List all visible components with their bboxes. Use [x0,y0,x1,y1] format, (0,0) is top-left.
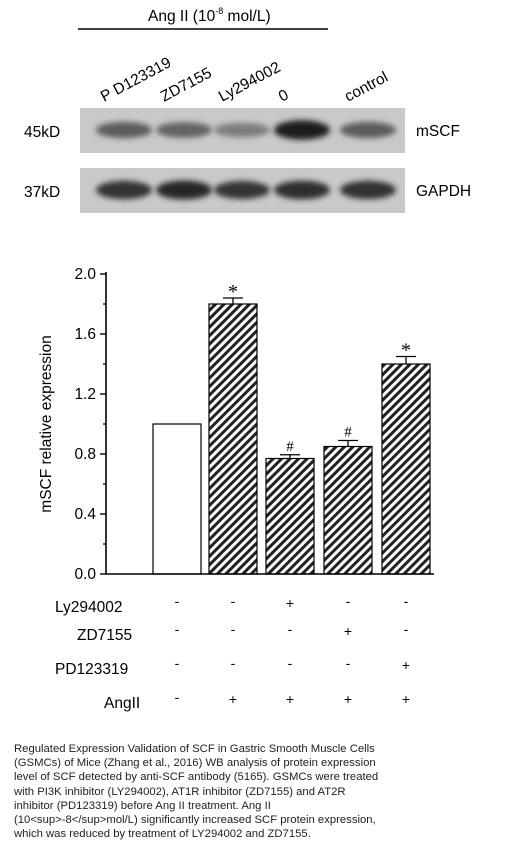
bar-4: # [323,425,373,575]
y-tick-label: 1.2 [74,386,96,403]
treatment-sign: - [175,621,180,637]
blot-band [96,121,152,139]
protein-label: GAPDH [416,183,471,200]
y-tick-label: 2.0 [74,266,96,283]
treatment-sign: - [288,621,293,637]
protein-label: mSCF [416,123,460,140]
bar-1 [152,423,202,575]
y-axis-label: mSCF relative expression [38,335,55,512]
treatment-sign: - [346,593,351,609]
treatment-row: AngII - + + + + [104,689,410,712]
blot-band [340,180,396,200]
treatment-sign: - [175,689,180,705]
treatment-sign: - [346,655,351,671]
y-tick-label: 0.0 [74,566,96,583]
y-tick-label: 0.8 [74,446,96,463]
treatment-row: ZD7155 - - - + - [77,621,409,644]
bar [323,445,373,575]
treatment-sign: + [286,691,294,707]
treatment-sign: - [231,593,236,609]
blot-band [96,180,152,200]
bar [381,363,431,575]
lane-label: control [342,69,391,106]
treatment-sign: + [402,657,410,673]
treatment-row: PD123319 - - - - + [55,655,410,678]
blot-row-mscf: 45kD mSCF [24,108,460,153]
bar-chart: mSCF relative expression 0.0 0.4 0.8 1.2 1.6… [38,266,434,712]
y-axis-ticks: 0.0 0.4 0.8 1.2 1.6 2.0 [74,266,106,583]
treatment-sign: - [175,593,180,609]
blot-band [340,121,396,139]
bar-3: # [265,439,315,575]
treatment-title: Ang II (10-8 mol/L) [148,6,271,25]
treatment-row: Ly294002 - - + - - [55,593,409,616]
blot-band [214,122,270,138]
bar [265,457,315,575]
treatment-sign: - [404,621,409,637]
blot-band [156,180,212,200]
treatment-sign: - [231,655,236,671]
bars: * # # * [152,281,431,575]
bar [208,303,258,575]
blot-band [274,120,330,140]
marker-label: 37kD [24,184,60,201]
treatment-sign: - [175,655,180,671]
blot-band [156,122,212,138]
bar-2: * [208,281,258,575]
significance-label: # [344,425,352,441]
treatment-label: ZD7155 [77,627,132,644]
lane-label: 0 [276,86,292,105]
treatment-label: AngII [104,695,140,712]
bar-5: * [381,340,431,575]
treatment-label: PD123319 [55,661,128,678]
y-tick-label: 0.4 [74,506,96,523]
treatment-sign: - [231,621,236,637]
y-tick-label: 1.6 [74,326,96,343]
treatment-sign: - [288,655,293,671]
blot-rows: 45kD mSCF 37kD GAPDH [24,108,471,213]
significance-label: * [401,340,411,362]
blot-header: Ang II (10-8 mol/L) [78,6,328,30]
significance-label: # [286,439,294,455]
treatment-sign: + [402,691,410,707]
lane-label: Ly294002 [216,59,284,106]
blot-band [274,180,330,200]
figure-caption: Regulated Expression Validation of SCF i… [14,743,379,841]
treatment-sign: + [229,691,237,707]
treatment-label: Ly294002 [55,599,123,616]
treatment-sign: - [404,593,409,609]
bar [152,423,202,575]
axes [105,272,434,575]
blot-band [214,180,270,200]
treatment-sign: + [344,623,352,639]
marker-label: 45kD [24,124,60,141]
significance-label: * [228,281,238,303]
treatment-sign: + [286,595,294,611]
treatment-sign: + [344,691,352,707]
treatment-table: Ly294002- - + - -ZD7155- - - + -PD123319- - - - +Ang… [55,593,410,712]
blot-row-gapdh: 37kD GAPDH [24,168,471,213]
